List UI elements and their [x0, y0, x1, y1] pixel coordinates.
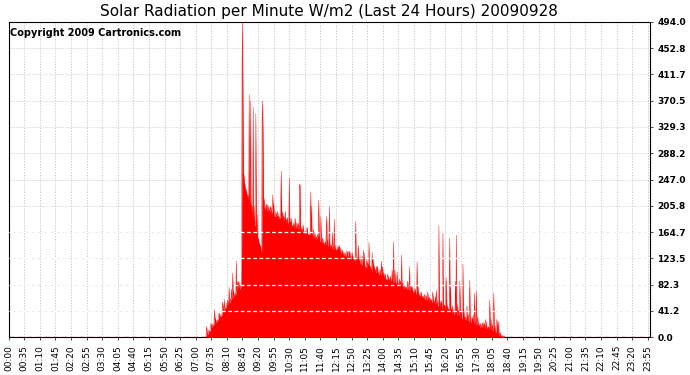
Text: Copyright 2009 Cartronics.com: Copyright 2009 Cartronics.com: [10, 28, 181, 38]
Title: Solar Radiation per Minute W/m2 (Last 24 Hours) 20090928: Solar Radiation per Minute W/m2 (Last 24…: [100, 4, 558, 19]
